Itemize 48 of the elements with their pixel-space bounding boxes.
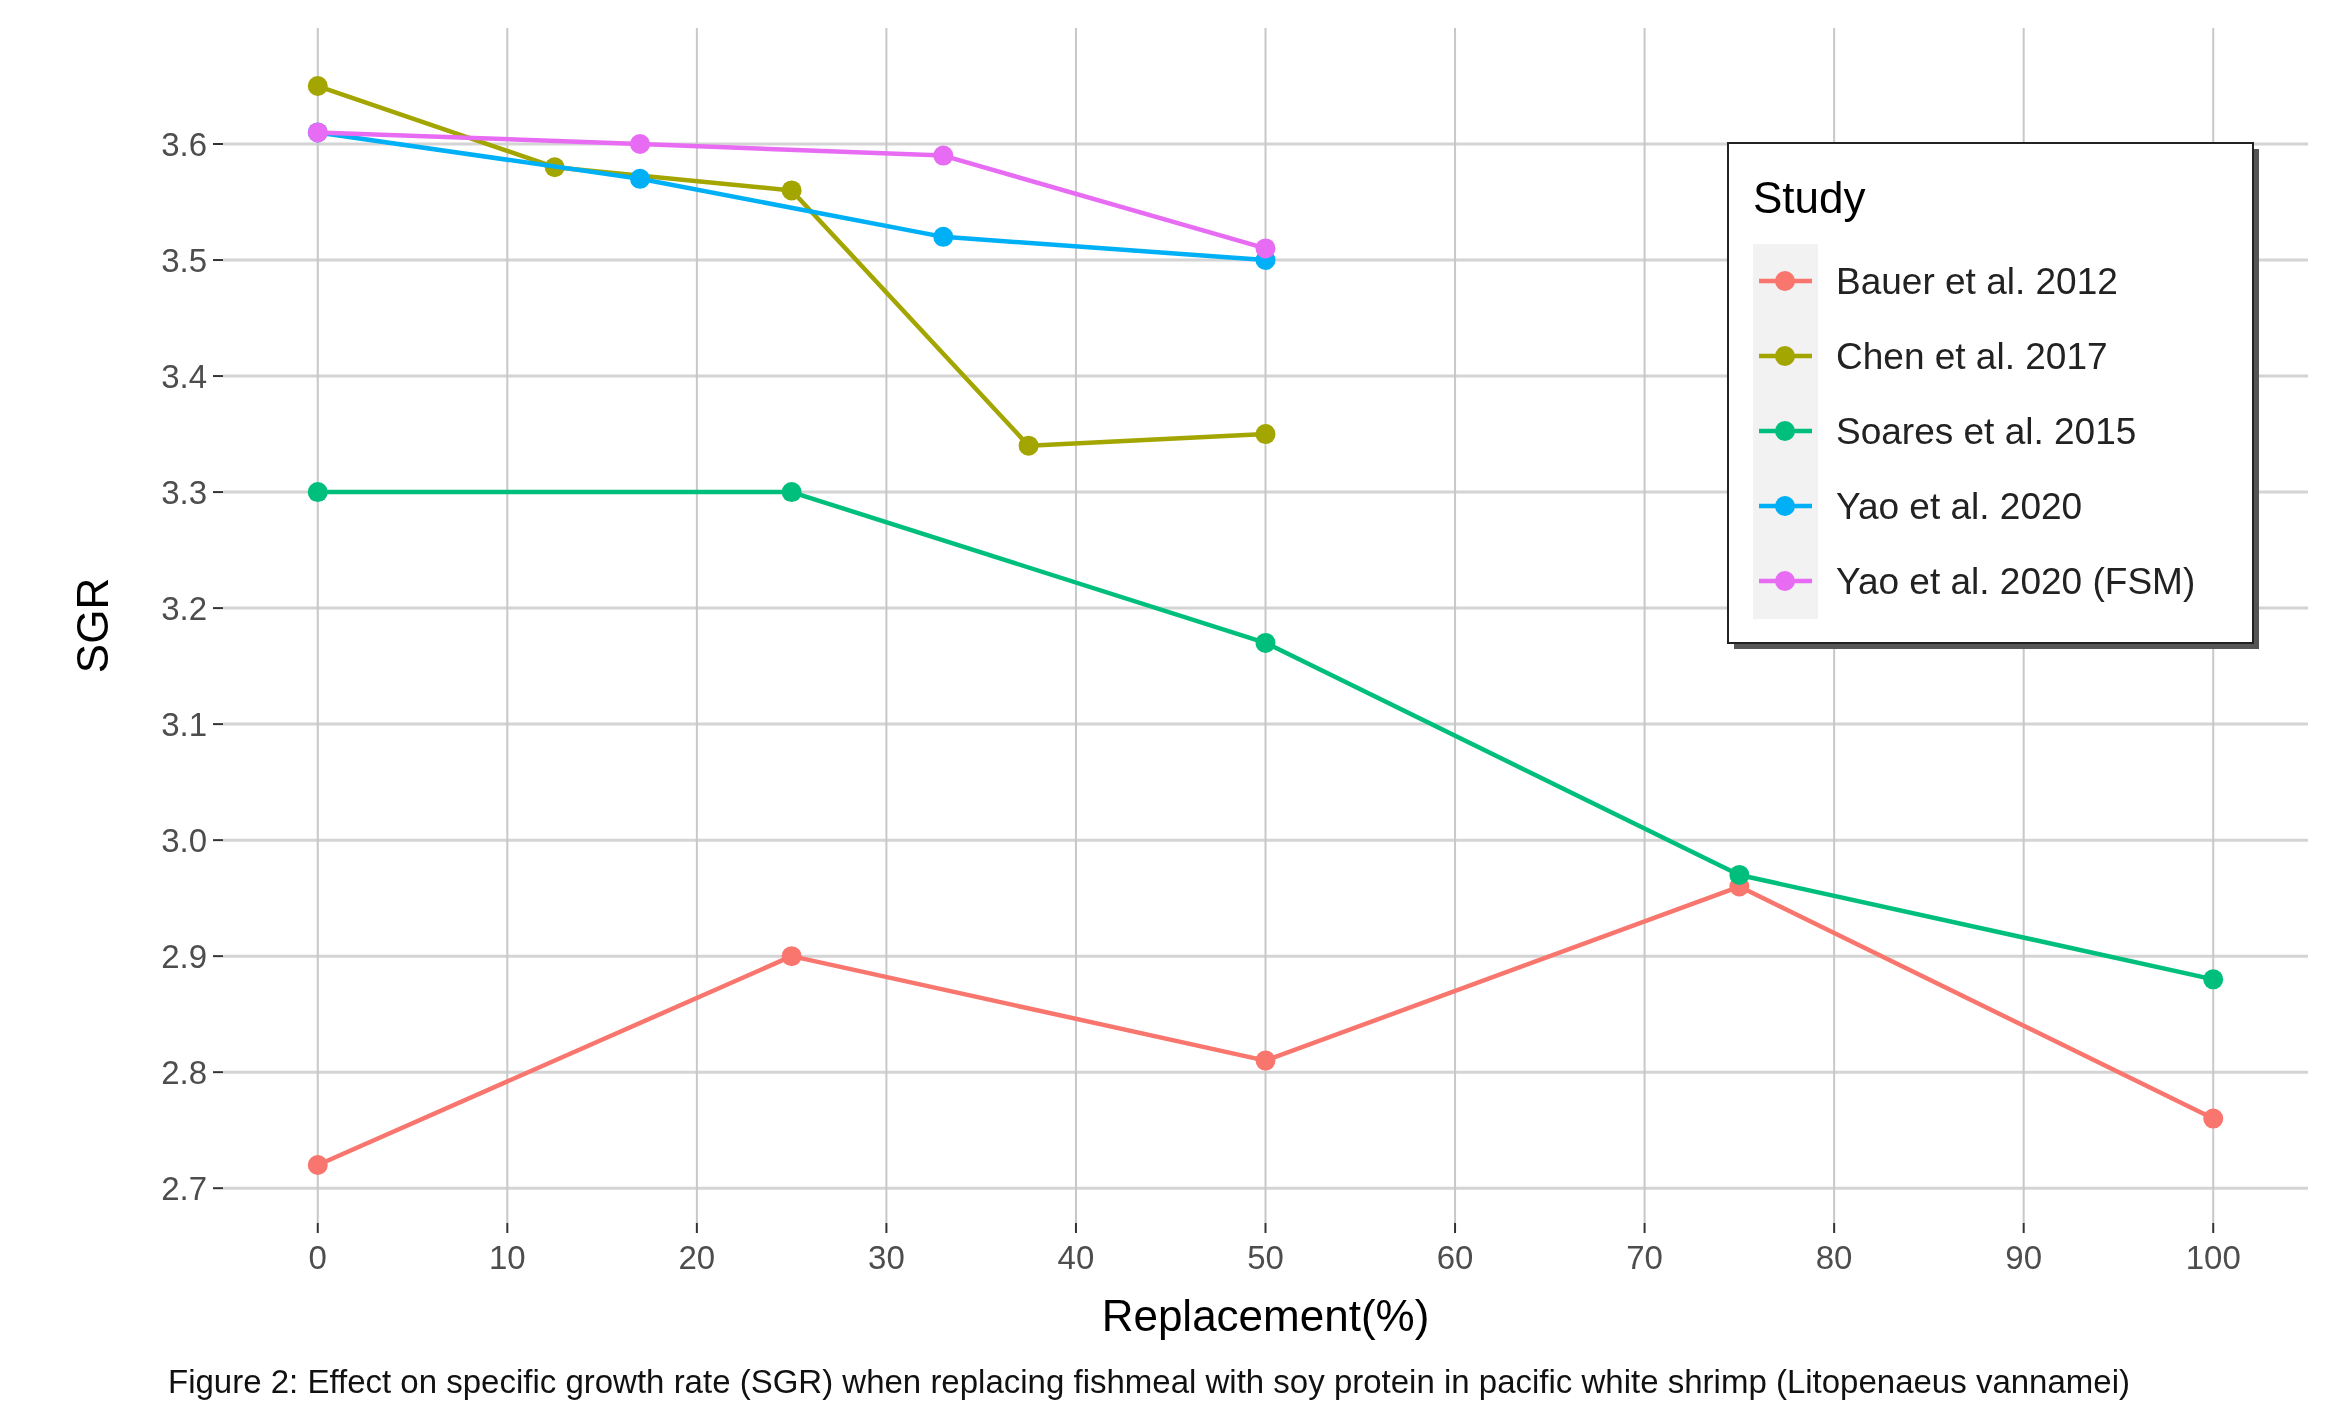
y-tick-label: 3.3 xyxy=(161,473,207,511)
x-tick-label: 60 xyxy=(1436,1239,1474,1276)
legend-label: Yao et al. 2020 (FSM) xyxy=(1836,560,2196,602)
point xyxy=(1729,864,1750,885)
x-tick-label: 50 xyxy=(1247,1239,1284,1276)
x-tick-label: 90 xyxy=(2005,1239,2043,1276)
point xyxy=(307,482,328,503)
point xyxy=(933,145,954,166)
point xyxy=(2203,1108,2224,1129)
x-tick-label: 30 xyxy=(868,1239,905,1276)
legend-label: Yao et al. 2020 xyxy=(1836,485,2083,527)
point xyxy=(781,482,802,503)
point xyxy=(933,226,954,247)
y-tick-label: 3.2 xyxy=(161,589,207,627)
y-tick-label: 3.4 xyxy=(161,357,207,395)
point xyxy=(630,134,650,155)
point xyxy=(781,180,802,201)
x-tick-label: 100 xyxy=(2185,1239,2241,1276)
x-tick-label: 20 xyxy=(678,1239,716,1276)
point xyxy=(630,168,650,189)
x-tick-label: 40 xyxy=(1057,1239,1095,1276)
x-tick-label: 10 xyxy=(488,1239,526,1276)
x-tick-label: 0 xyxy=(308,1239,327,1276)
legend-title: Study xyxy=(1753,173,1866,222)
y-tick-label: 2.9 xyxy=(161,937,207,975)
point xyxy=(1255,632,1276,653)
y-tick-label: 2.8 xyxy=(161,1053,207,1091)
y-tick-label: 3.5 xyxy=(161,241,207,279)
y-tick-label: 2.7 xyxy=(161,1169,207,1207)
point xyxy=(307,1154,328,1175)
y-axis-title: SGR xyxy=(68,577,117,674)
point xyxy=(781,946,802,967)
legend-label: Chen et al. 2017 xyxy=(1836,335,2108,377)
point xyxy=(2203,969,2224,990)
x-tick-label: 80 xyxy=(1815,1239,1853,1276)
legend-label: Bauer et al. 2012 xyxy=(1836,260,2118,302)
caption: Figure 2: Effect on specific growth rate (SGR) when replacing fishmeal with soy protein in pacific white shrimp (Litopenaeus vannamei) xyxy=(168,1363,2130,1400)
y-tick-label: 3.6 xyxy=(161,125,207,163)
x-axis-title: Replacement(%) xyxy=(1101,1291,1430,1340)
x-tick-label: 70 xyxy=(1626,1239,1663,1276)
y-tick-label: 3.1 xyxy=(161,705,207,743)
point xyxy=(1018,435,1039,456)
point xyxy=(307,76,328,97)
point xyxy=(1255,1050,1276,1071)
point xyxy=(1255,424,1276,445)
point xyxy=(1255,238,1276,259)
legend-label: Soares et al. 2015 xyxy=(1836,410,2137,452)
y-tick-label: 3.0 xyxy=(161,821,207,859)
